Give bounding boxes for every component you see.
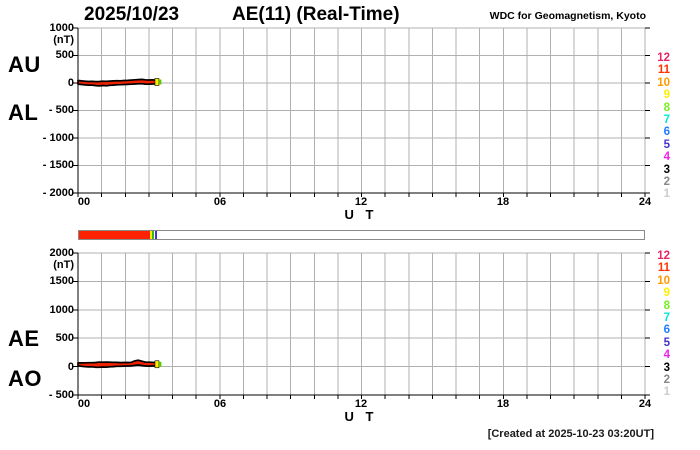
station-count-9: 9 <box>663 287 670 300</box>
plot-date: 2025/10/23 <box>84 4 180 25</box>
y-tick-label: - 500 <box>48 389 74 401</box>
x-tick-label: 06 <box>213 196 227 208</box>
station-count-6: 6 <box>663 324 670 337</box>
page-title: AE(11) (Real-Time) <box>232 4 400 25</box>
y-tick-label: 1500 <box>49 275 74 287</box>
y-tick-label: 1000 <box>49 22 74 34</box>
y-tick-label: - 2000 <box>42 187 74 199</box>
x-tick-label: 24 <box>638 398 652 410</box>
x-tick-label: 24 <box>638 196 652 208</box>
station-count-8: 8 <box>663 299 670 312</box>
station-count-legend-top: 12 11 10 9 8 7 6 5 4 3 2 1 <box>650 52 670 201</box>
station-count-7: 7 <box>663 114 670 127</box>
y-tick-label: - 1500 <box>42 159 74 171</box>
station-count-11: 11 <box>657 262 670 275</box>
station-count-5: 5 <box>663 138 670 151</box>
series-label-au: AU <box>8 52 41 77</box>
station-count-6: 6 <box>663 126 670 139</box>
series-label-ao: AO <box>8 366 42 391</box>
station-count-10: 10 <box>657 76 670 89</box>
station-count-8: 8 <box>663 101 670 114</box>
station-count-11: 11 <box>657 64 670 77</box>
series-label-al: AL <box>8 100 39 125</box>
x-tick-label: 12 <box>354 196 368 208</box>
station-count-4: 4 <box>663 349 670 362</box>
x-axis-title: U T <box>344 409 378 424</box>
created-timestamp: [Created at 2025-10-23 03:20UT] <box>487 428 654 440</box>
station-count-5: 5 <box>663 336 670 349</box>
availability-segment-3 <box>154 231 158 239</box>
x-tick-label: 00 <box>77 398 91 410</box>
station-count-9: 9 <box>663 89 670 102</box>
y-axis-unit: (nT) <box>53 34 74 46</box>
y-tick-label: 0 <box>67 77 74 89</box>
series-label-ae: AE <box>8 326 40 351</box>
y-tick-label: 0 <box>67 361 74 373</box>
station-count-7: 7 <box>663 312 670 325</box>
y-tick-label: 2000 <box>49 247 74 259</box>
x-tick-label: 06 <box>213 398 227 410</box>
y-axis-unit: (nT) <box>53 259 74 271</box>
y-tick-label: - 1000 <box>42 132 74 144</box>
station-count-2: 2 <box>663 176 670 189</box>
station-count-4: 4 <box>663 151 670 164</box>
station-count-12: 12 <box>657 250 670 262</box>
y-tick-label: 500 <box>55 332 74 344</box>
y-tick-label: - 500 <box>48 104 74 116</box>
y-tick-label: 500 <box>55 49 74 61</box>
x-tick-label: 12 <box>354 398 368 410</box>
x-axis-title: U T <box>344 207 378 222</box>
station-count-10: 10 <box>657 274 670 287</box>
x-tick-label: 00 <box>77 196 91 208</box>
station-count-1: 1 <box>663 386 670 399</box>
availability-segment-1 <box>150 231 153 239</box>
station-count-3: 3 <box>663 163 670 176</box>
station-count-3: 3 <box>663 361 670 374</box>
station-count-legend-bottom: 12 11 10 9 8 7 6 5 4 3 2 1 <box>650 250 670 399</box>
x-tick-label: 18 <box>496 398 510 410</box>
chart-ae-ao <box>73 252 650 399</box>
chart-au-al <box>73 27 650 197</box>
data-availability-bar <box>78 230 645 240</box>
availability-segment-2 <box>152 231 155 239</box>
station-count-12: 12 <box>657 52 670 64</box>
x-tick-label: 18 <box>496 196 510 208</box>
availability-segment-0 <box>79 231 151 239</box>
y-tick-label: 1000 <box>49 304 74 316</box>
source-credit: WDC for Geomagnetism, Kyoto <box>489 10 646 22</box>
station-count-1: 1 <box>663 188 670 201</box>
station-count-2: 2 <box>663 374 670 387</box>
